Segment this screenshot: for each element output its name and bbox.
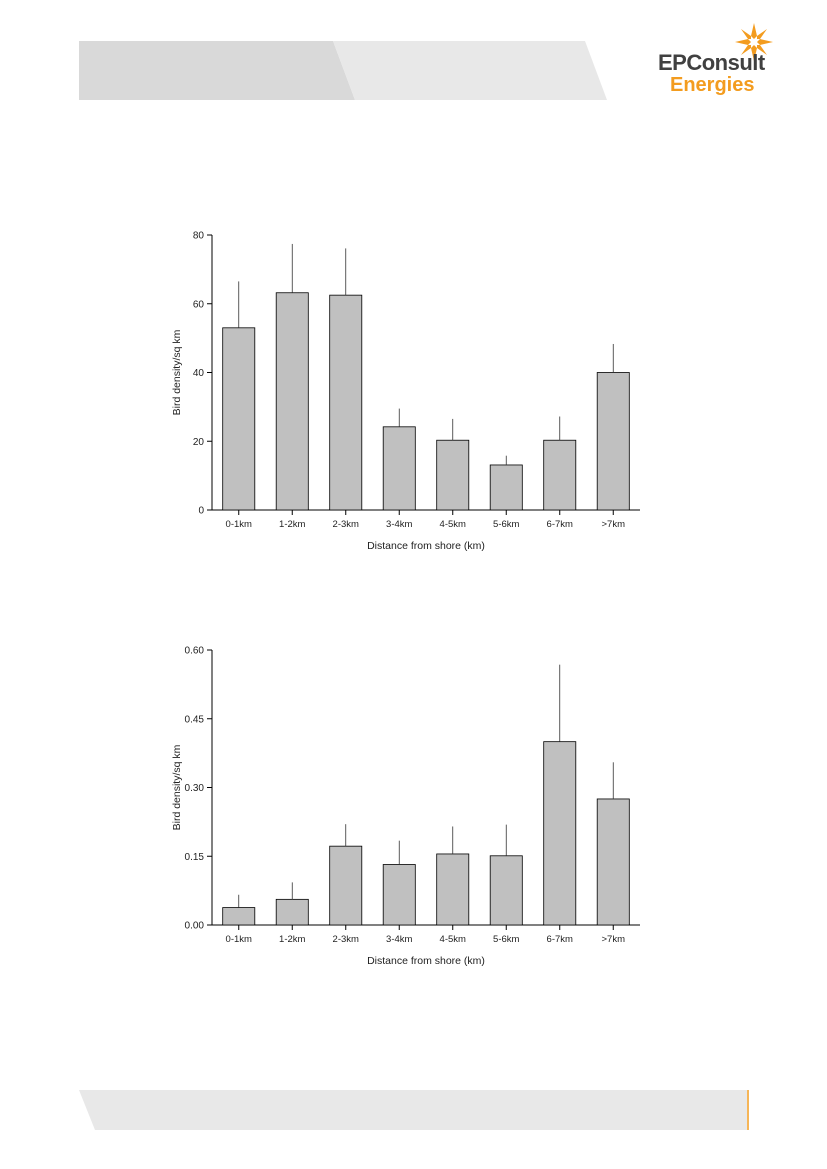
bar-3-4km — [382, 426, 416, 511]
bar-1-2km — [275, 292, 309, 511]
bird-density-chart-1: 0 20 40 60 80 0-1km 1-2km 2-3km 3-4km 4-5km 5-6km 6… — [0, 220, 827, 560]
x-tick-label: >7km — [602, 519, 626, 530]
x-tick-label: 4-5km — [440, 934, 466, 945]
y-tick-label: 0.00 — [185, 921, 205, 932]
bar-6-7km — [543, 439, 577, 511]
star-burst-icon — [735, 23, 773, 61]
bar-0-1km — [222, 907, 256, 926]
footer-band-shape — [79, 1090, 747, 1130]
y-tick-label: 60 — [193, 299, 205, 310]
x-tick-label: >7km — [602, 934, 626, 945]
bar-6-7km — [543, 741, 577, 926]
bar-1-2km — [275, 898, 309, 926]
x-tick-label: 1-2km — [279, 519, 305, 530]
x-tick-label: 3-4km — [386, 519, 412, 530]
bar->7km — [596, 798, 630, 926]
bird-density-chart-2: 0.00 0.15 0.30 0.45 0.60 0-1km 1-2km 2-3km 3-4km… — [0, 635, 827, 975]
x-tick-label: 0-1km — [226, 934, 252, 945]
chart-2-svg: 0.00 0.15 0.30 0.45 0.60 0-1km 1-2km 2-3km 3-4km… — [171, 646, 640, 967]
y-axis-title: Bird density/sq km — [171, 744, 183, 830]
bar-3-4km — [382, 864, 416, 926]
x-tick-label: 4-5km — [440, 519, 466, 530]
x-tick-label: 6-7km — [547, 934, 573, 945]
x-tick-label: 2-3km — [333, 934, 359, 945]
header-band — [79, 41, 607, 100]
footer-band — [79, 1090, 749, 1130]
y-tick-label: 0 — [198, 506, 204, 517]
x-tick-label: 1-2km — [279, 934, 305, 945]
y-tick-label: 0.15 — [185, 852, 205, 863]
y-tick-label: 0.60 — [185, 646, 205, 657]
bar-5-6km — [489, 464, 523, 511]
y-tick-label: 20 — [193, 437, 205, 448]
y-tick-label: 80 — [193, 231, 205, 242]
bar-0-1km — [222, 327, 256, 511]
x-tick-label: 5-6km — [493, 934, 519, 945]
x-tick-label: 0-1km — [226, 519, 252, 530]
header-band-light — [333, 41, 607, 100]
x-tick-label: 6-7km — [547, 519, 573, 530]
bar->7km — [596, 372, 630, 511]
x-tick-label: 2-3km — [333, 519, 359, 530]
x-axis-title: Distance from shore (km) — [367, 955, 485, 967]
x-tick-label: 3-4km — [386, 934, 412, 945]
y-tick-label: 40 — [193, 368, 205, 379]
bar-2-3km — [329, 294, 363, 511]
y-axis-title: Bird density/sq km — [171, 329, 183, 415]
chart-1-svg: 0 20 40 60 80 0-1km 1-2km 2-3km 3-4km 4-5km 5-6km 6… — [171, 231, 640, 552]
x-axis-title: Distance from shore (km) — [367, 540, 485, 552]
y-tick-label: 0.45 — [185, 714, 205, 725]
brand-logo: EPConsult Energies — [640, 22, 790, 102]
brand-name-line2: Energies — [670, 74, 755, 96]
brand-name-line1: EPConsult — [658, 50, 765, 75]
header-band-dark — [79, 41, 355, 100]
x-tick-label: 5-6km — [493, 519, 519, 530]
y-tick-label: 0.30 — [185, 783, 205, 794]
bar-5-6km — [489, 855, 523, 926]
bar-4-5km — [436, 853, 470, 926]
bar-4-5km — [436, 439, 470, 511]
bar-2-3km — [329, 845, 363, 926]
